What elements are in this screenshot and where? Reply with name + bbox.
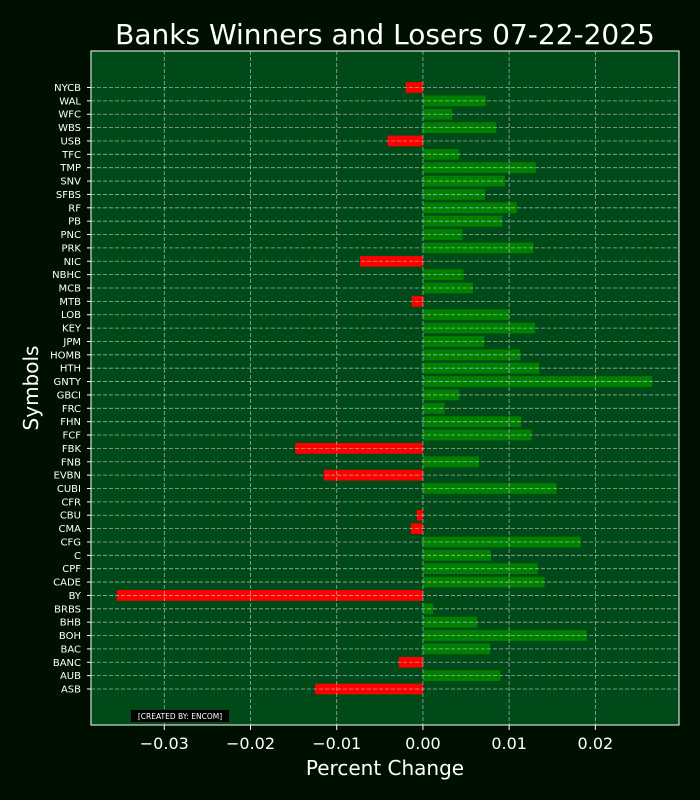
y-tick-label: BAC [60,644,81,655]
y-tick-label: PRK [61,243,81,254]
y-tick-label: SNV [60,177,81,188]
bar-wfc [422,108,453,120]
bar-c [422,549,492,561]
bar-fnb [422,456,479,468]
y-tick-label: TMP [59,163,81,174]
x-tick-label: −0.02 [226,734,275,753]
bar-bhb [422,616,478,628]
y-tick-label: CADE [53,578,81,589]
y-tick-label: BHB [60,618,81,629]
y-tick-label: ASB [61,685,81,696]
bar-bac [422,643,491,655]
y-tick-label: BANC [53,658,81,669]
y-tick-label: CFR [61,497,81,508]
y-tick-label: NIC [64,257,81,268]
y-tick-label: SFBS [56,190,81,201]
credit-background [131,710,229,722]
y-tick-label: PNC [61,230,82,241]
y-tick-label: HTH [60,364,81,375]
y-tick-label: MTB [59,297,81,308]
y-tick-label: LOB [61,310,81,321]
y-tick-label: EVBN [54,471,82,482]
y-tick-label: TFC [61,150,81,161]
bar-aub [422,670,501,681]
chart-title: Banks Winners and Losers 07-22-2025 [115,18,655,51]
y-tick-label: AUB [60,671,81,682]
y-tick-label: NYCB [54,83,81,94]
y-tick-label: JPM [62,337,81,348]
y-tick-label: RF [68,203,81,214]
x-tick-label: 0.00 [405,734,441,753]
y-tick-labels: ASB AUB BANC BAC BOH BHB BRBS BY CADE CPF C CFG CMA C… [50,83,91,696]
y-tick-label: CUBI [57,484,81,495]
y-tick-label: WBS [58,123,81,134]
y-tick-label: GNTY [54,377,82,388]
x-tick-label: 0.02 [578,734,614,753]
bar-cbu [416,509,423,521]
bar-tmp [422,162,536,174]
y-tick-label: MCB [59,284,82,295]
bar-cpf [422,563,538,575]
bars [91,51,679,725]
y-tick-label: BY [69,591,82,602]
y-tick-label: CPF [62,564,81,575]
x-tick-label: −0.01 [312,734,361,753]
bar-fbk [295,443,423,454]
y-tick-label: HOMB [50,350,81,361]
y-tick-label: FRC [62,404,81,415]
y-tick-label: FCF [63,431,82,442]
y-tick-label: CBU [60,511,81,522]
bar-nbhc [422,269,464,280]
y-axis-label: Symbols [19,346,43,431]
y-tick-label: PB [68,217,81,228]
y-tick-label: BOH [59,631,81,642]
x-tick-labels: −0.03 −0.02 −0.01 0.00 0.01 0.02 [140,725,613,753]
plot-area [90,50,680,726]
y-tick-label: BRBS [54,604,81,615]
y-tick-label: KEY [62,324,82,335]
y-tick-label: FBK [62,444,82,455]
y-tick-label: FHN [60,417,81,428]
y-tick-label: FNB [61,457,81,468]
y-tick-label: WAL [59,96,81,107]
credit-box: [CREATED BY: ENCOM] [131,710,229,722]
y-tick-label: NBHC [52,270,81,281]
y-tick-label: USB [60,136,81,147]
bar-nycb [405,82,423,93]
y-tick-label: C [74,551,81,562]
credit-label: [CREATED BY: ENCOM] [138,712,222,721]
bar-pb [422,215,503,227]
x-tick-label: −0.03 [140,734,189,753]
x-axis-label: Percent Change [306,756,464,780]
y-tick-label: WFC [58,110,81,121]
x-tick-label: 0.01 [491,734,527,753]
bar-boh [422,630,587,641]
y-tick-label: GBCI [57,390,81,401]
y-tick-label: CMA [59,524,82,535]
bar-by [116,590,423,601]
y-tick-label: CFG [61,537,81,548]
